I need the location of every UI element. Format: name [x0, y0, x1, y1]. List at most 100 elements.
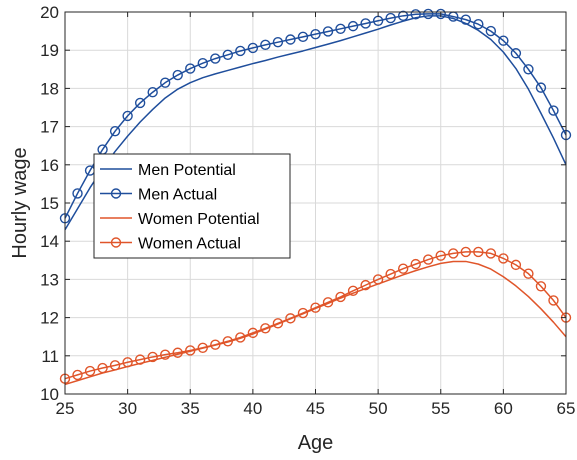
legend-label: Men Actual: [138, 187, 217, 204]
data-point: [122, 357, 133, 368]
data-point: [460, 14, 471, 25]
data-point: [410, 258, 421, 270]
data-point: [247, 42, 259, 54]
data-point: [510, 48, 522, 59]
y-axis-title: Hourly wage: [9, 147, 31, 258]
data-point: [159, 77, 171, 88]
x-tick-label: 60: [494, 399, 513, 418]
data-point: [397, 263, 409, 274]
data-point: [84, 365, 96, 377]
data-point: [297, 307, 309, 319]
data-point: [473, 19, 484, 30]
y-tick-label: 19: [40, 41, 59, 60]
data-point: [172, 69, 183, 81]
axis-ticks: 25 30 35 40 45 50 55 60 65 10 11 12 13 14 15 16 17 18 19 20: [40, 3, 575, 418]
y-tick-label: 11: [41, 347, 59, 366]
data-point: [535, 82, 547, 93]
data-point: [498, 253, 509, 264]
y-tick-label: 10: [40, 385, 59, 404]
y-tick-label: 14: [40, 232, 59, 251]
legend-swatch-marker: [110, 237, 122, 248]
data-point: [109, 125, 121, 137]
legend-label: Men Potential: [138, 162, 236, 179]
data-point: [322, 26, 334, 37]
data-point: [347, 285, 359, 297]
data-point: [310, 302, 321, 313]
data-point: [435, 8, 446, 20]
data-point: [548, 105, 559, 116]
data-point: [134, 354, 146, 365]
data-point: [147, 87, 158, 98]
data-point: [210, 339, 221, 350]
legend: Men Potential Men Actual Women Potential Wo…: [93, 153, 291, 259]
data-point: [222, 49, 234, 60]
data-point: [310, 28, 321, 40]
legend-label: Women Potential: [138, 211, 260, 228]
data-point: [523, 64, 534, 75]
data-point: [247, 327, 259, 339]
y-tick-label: 18: [40, 79, 59, 98]
legend-swatch-marker: [110, 188, 122, 199]
data-point: [498, 35, 509, 46]
data-point: [397, 10, 409, 22]
legend-entry: Women Actual: [100, 236, 241, 253]
data-point: [360, 279, 371, 291]
data-point: [159, 349, 171, 360]
data-point: [410, 9, 421, 20]
data-point: [435, 250, 446, 261]
legend-label: Women Actual: [138, 236, 241, 253]
data-point: [222, 336, 234, 347]
y-tick-label: 16: [40, 156, 59, 175]
data-point: [423, 8, 434, 20]
series-men-actual: [59, 8, 572, 224]
data-point: [72, 369, 83, 381]
data-point: [272, 36, 284, 48]
data-point: [235, 332, 246, 343]
series-men-potential: [64, 15, 567, 231]
data-point: [460, 246, 471, 258]
data-point: [335, 23, 346, 35]
x-axis-title: Age: [298, 432, 334, 454]
x-tick-label: 40: [243, 399, 262, 418]
x-tick-label: 25: [56, 399, 75, 418]
data-point: [485, 25, 497, 37]
data-point: [109, 360, 121, 371]
data-point: [347, 20, 359, 32]
y-tick-label: 20: [40, 3, 59, 22]
data-point: [423, 254, 434, 265]
data-point: [385, 12, 396, 24]
data-point: [372, 274, 384, 285]
data-point: [235, 45, 246, 57]
x-tick-label: 55: [431, 399, 450, 418]
data-point: [285, 313, 296, 324]
data-point: [448, 248, 459, 259]
x-tick-label: 50: [369, 399, 388, 418]
x-tick-label: 30: [118, 399, 137, 418]
series-layer: [59, 8, 572, 386]
data-point: [197, 57, 208, 69]
data-point: [285, 34, 296, 45]
x-tick-label: 45: [306, 399, 325, 418]
legend-box: [93, 153, 291, 259]
data-point: [134, 97, 146, 109]
y-tick-label: 15: [40, 194, 59, 213]
data-point: [297, 31, 309, 43]
data-point: [197, 342, 208, 353]
data-point: [335, 291, 346, 303]
data-point: [172, 347, 183, 358]
data-point: [185, 63, 196, 74]
data-point: [260, 323, 271, 334]
series-women-actual: [59, 246, 572, 384]
data-point: [147, 351, 158, 363]
data-point: [260, 39, 271, 51]
data-point: [185, 345, 196, 356]
legend-entry: Men Potential: [100, 162, 236, 179]
data-point: [322, 297, 334, 308]
data-point: [473, 246, 484, 258]
data-point: [523, 268, 534, 279]
y-tick-label: 17: [40, 118, 59, 137]
data-point: [548, 295, 559, 306]
data-point: [485, 248, 497, 259]
y-tick-label: 12: [40, 309, 59, 328]
data-point: [210, 53, 221, 64]
